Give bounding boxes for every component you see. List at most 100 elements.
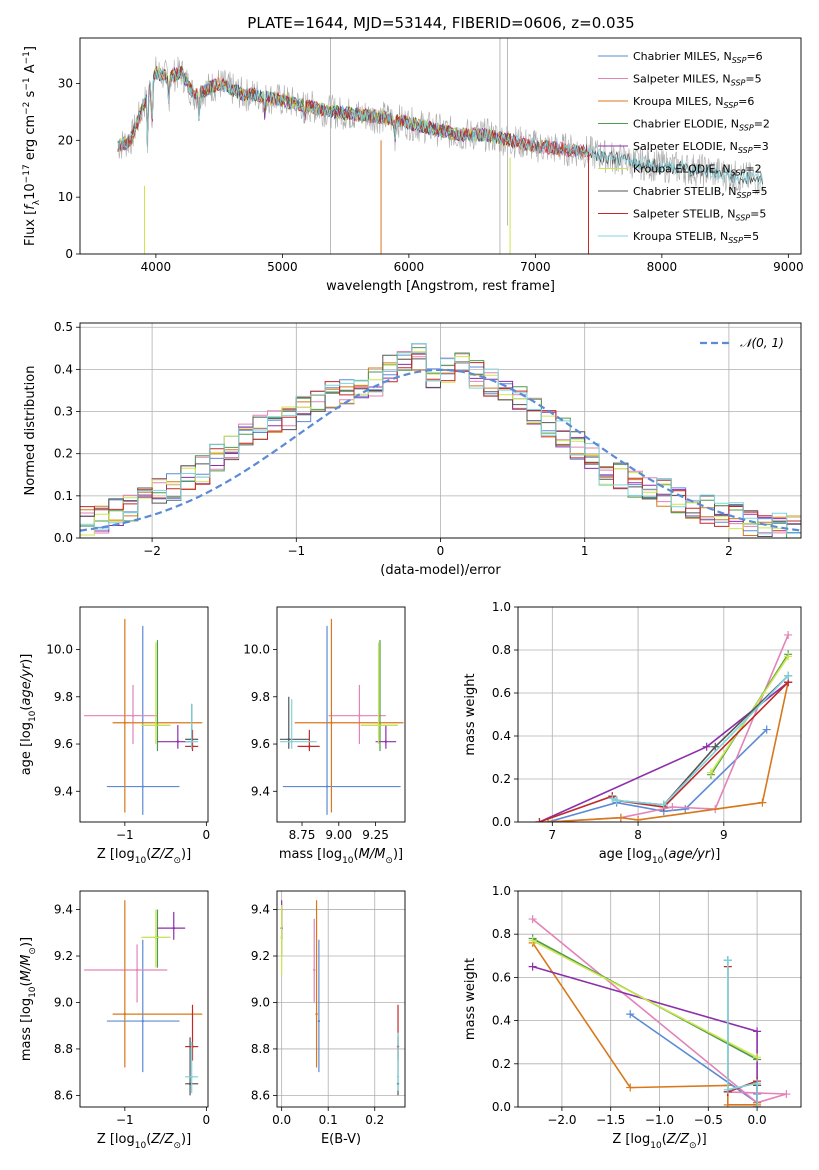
spectrum-ytick-label: 20 — [58, 133, 73, 147]
axes-frame — [276, 890, 406, 1108]
weight_vs_age-ytick-label: 0.4 — [492, 729, 511, 743]
weight_vs_Z-ytick-label: 0.8 — [492, 927, 511, 941]
weight_vs_age-series-marker — [634, 815, 643, 822]
spectrum-data-line — [117, 56, 764, 195]
spectrum-ylabel: Flux [fλ10−17 erg cm−2 s−1 A−1] — [22, 46, 42, 246]
mass_vs_Z-ytick-label: 8.8 — [54, 1042, 73, 1056]
spectrum-xtick-label: 6000 — [394, 260, 425, 274]
age_vs_Z-xtick-label: −1 — [116, 828, 134, 842]
weight_vs_Z-ytick-label: 1.0 — [492, 884, 511, 898]
legend-entry: 𝒩(0, 1) — [740, 336, 784, 350]
weight_vs_age-series-marker — [711, 742, 720, 751]
mass_vs_ebv-xtick-label: 0.0 — [272, 1113, 291, 1127]
legend-entry: Salpeter STELIB, NSSP=5 — [633, 208, 766, 223]
age_vs_Z-xtick-label: 0 — [203, 828, 211, 842]
mass_vs_ebv-point — [313, 968, 316, 972]
mass_vs_Z-ytick-label: 9.0 — [54, 995, 73, 1009]
age_vs_mass-ytick-label: 9.4 — [251, 784, 270, 798]
weight_vs_Z-ytick-label: 0.6 — [492, 970, 511, 984]
mass_vs_Z-point — [135, 968, 139, 972]
age_vs_Z-plot-area — [84, 618, 203, 815]
weight_vs_Z-ylabel: mass weight — [463, 958, 478, 1040]
residuals-xtick-label: −1 — [287, 544, 305, 558]
weight_vs_age-ytick-label: 0.6 — [492, 686, 511, 700]
mass_vs_Z-panel: −1 0 8.6 8.8 9.0 9.2 9.4 Z [log10(Z/Z⊙)] mass [l… — [19, 890, 210, 1151]
spectrum-ytick-label: 10 — [58, 190, 73, 204]
mass_vs_ebv-ytick-label: 9.2 — [251, 949, 270, 963]
axes-frame — [79, 37, 802, 255]
weight_vs_age-series-marker — [784, 630, 793, 639]
legend-entry: Chabrier STELIB, NSSP=5 — [633, 185, 767, 200]
mass_vs_Z-point — [141, 1019, 144, 1023]
weight_vs_age-ytick-label: 0.8 — [492, 643, 511, 657]
age_vs_Z-point — [154, 723, 158, 727]
age_vs_mass-panel: 8.75 9.00 9.25 9.4 9.6 9.8 10.0 mass [log10(M/M… — [243, 606, 406, 866]
weight_vs_Z-ytick-label: 0.0 — [492, 1100, 511, 1114]
legend-entry: Kroupa MILES, NSSP=6 — [633, 95, 754, 110]
mass_vs_Z-ytick-label: 9.2 — [54, 949, 73, 963]
age_vs_Z-point — [176, 740, 180, 743]
weight_vs_age-xtick-label: 9 — [720, 828, 728, 842]
axes-frame — [517, 890, 802, 1108]
chart-layer: 4000 5000 6000 7000 8000 90000102030Chabrier … — [19, 37, 804, 1151]
weight_vs_Z-series-line — [532, 939, 758, 1059]
weight_vs_age-xtick-label: 7 — [548, 828, 556, 842]
residuals-xtick-label: 0 — [437, 544, 445, 558]
age_vs_mass-point — [377, 723, 380, 727]
weight_vs_age-panel: 7 8 9 0.0 0.2 0.4 0.6 0.8 1.0 age [log10(age/yr)]… — [463, 600, 802, 866]
residuals-ytick-label: 0.2 — [54, 447, 73, 461]
age_vs_Z-panel: −1 0 9.4 9.6 9.8 10.0 Z [log10(Z/Z⊙)] age [log1… — [19, 606, 211, 866]
age_vs_Z-ytick-label: 9.8 — [54, 690, 73, 704]
weight_vs_age-series-marker — [681, 805, 690, 814]
weight_vs_age-series-marker — [608, 794, 617, 803]
age_vs_mass-xtick-label: 9.25 — [362, 828, 389, 842]
legend-entry: Kroupa STELIB, NSSP=5 — [633, 230, 759, 245]
age_vs_Z-point — [190, 740, 193, 743]
spectrum-xlabel: wavelength [Angstrom, rest frame] — [326, 279, 555, 294]
age_vs_mass-point — [330, 721, 333, 724]
weight_vs_age-series-line — [611, 675, 789, 806]
spectrum-xtick-label: 7000 — [520, 260, 551, 274]
weight_vs_Z-series-line — [727, 960, 758, 1107]
legend-entry: Salpeter ELODIE, NSSP=3 — [633, 140, 769, 155]
legend-entry: Chabrier ELODIE, NSSP=2 — [633, 118, 770, 133]
age_vs_mass-ytick-label: 10.0 — [243, 643, 270, 657]
weight_vs_age-series-marker — [616, 813, 625, 822]
weight_vs_Z-series-marker — [528, 915, 537, 924]
legend-entry: Salpeter MILES, NSSP=5 — [633, 73, 762, 88]
age_vs_mass-ytick-label: 9.8 — [251, 690, 270, 704]
weight_vs_Z-series-marker — [782, 1090, 791, 1099]
weight_vs_age-series-marker — [784, 671, 793, 680]
age_vs_Z-point — [131, 714, 135, 717]
weight_vs_Z-series-marker — [753, 1053, 762, 1062]
weight_vs_age-series-marker — [762, 725, 771, 734]
spectrum-plot-area — [117, 38, 764, 254]
mass_vs_Z-ytick-label: 9.4 — [54, 903, 73, 917]
age_vs_Z-xlabel: Z [log10(Z/Z⊙)] — [97, 847, 191, 866]
age_vs_Z-ytick-label: 10.0 — [46, 643, 73, 657]
spectrum-ytick-label: 30 — [58, 76, 73, 90]
weight_vs_Z-xtick-label: −2.0 — [547, 1113, 576, 1127]
spectrum-xtick-label: 4000 — [141, 260, 172, 274]
mass_vs_Z-plot-area — [84, 900, 203, 1096]
weight_vs_Z-panel: −2.0 −1.5 −1.0 −0.5 0.0 0.0 0.2 0.4 0.6 0.8 1.0 Z [… — [463, 884, 802, 1151]
mass_vs_ebv-xtick-label: 0.1 — [319, 1113, 338, 1127]
weight_vs_age-plot-area — [535, 630, 793, 822]
weight_vs_Z-series-marker — [528, 962, 537, 971]
weight_vs_Z-series-marker — [723, 1085, 732, 1094]
axes-frame — [79, 606, 209, 823]
age_vs_Z-point — [123, 721, 127, 724]
age_vs_mass-point — [325, 785, 329, 788]
weight_vs_Z-series-marker — [753, 1079, 762, 1088]
spectrum-series-line — [117, 65, 763, 185]
age_vs_mass-xtick-label: 9.00 — [325, 828, 352, 842]
residuals-xlabel: (data-model)/error — [380, 563, 501, 578]
weight_vs_age-series-marker — [535, 818, 544, 822]
age_vs_Z-ylabel: age [log10(age/yr)] — [19, 654, 38, 776]
axes-frame — [517, 606, 802, 823]
weight_vs_age-ytick-label: 0.0 — [492, 815, 511, 829]
weight_vs_Z-xtick-label: −1.0 — [645, 1113, 674, 1127]
residuals-ytick-label: 0.1 — [54, 489, 73, 503]
spectrum-ytick-label: 0 — [65, 247, 73, 261]
